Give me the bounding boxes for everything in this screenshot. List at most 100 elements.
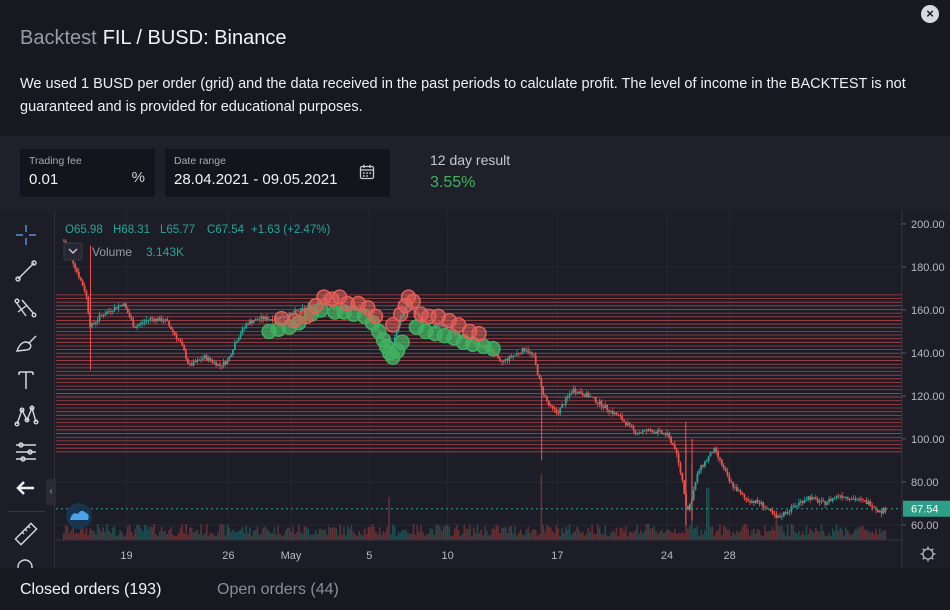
volume-bar	[271, 533, 274, 540]
volume-bar	[87, 535, 90, 540]
volume-bar	[360, 534, 362, 540]
volume-bar	[175, 535, 178, 540]
buy-order-marker	[485, 340, 501, 357]
price-chart[interactable]: 200.00 180.00 160.00 140.00 120.00 100.00 80.0…	[0, 211, 950, 568]
volume-bar	[517, 532, 520, 540]
volume-bar	[792, 524, 795, 540]
volume-bar	[642, 533, 644, 540]
sell-order-marker	[367, 308, 384, 325]
volume-bar	[230, 532, 232, 540]
volume-bar	[254, 530, 257, 540]
candle-body	[880, 510, 883, 514]
volume-bar	[752, 528, 755, 540]
volume-bar	[397, 532, 400, 540]
candle-body	[687, 505, 689, 510]
volume-bar	[798, 531, 800, 540]
trading-fee-field[interactable]: Trading fee 0.01 %	[20, 149, 155, 197]
volume-bar	[651, 527, 654, 540]
candle-body	[767, 508, 770, 510]
tab-open-orders[interactable]: Open orders (44)	[217, 581, 339, 598]
chart-area[interactable]: ‹ 200.00 180.00 160.00 140.00 120.00 100.00 80…	[0, 211, 950, 568]
volume-bar	[538, 533, 541, 540]
text-icon[interactable]	[12, 366, 40, 394]
tab-closed-orders[interactable]: Closed orders (193)	[20, 581, 162, 598]
volume-bar	[709, 527, 712, 540]
fib-tool-icon[interactable]	[12, 294, 40, 322]
candle-body	[878, 510, 881, 513]
volume-bar	[356, 536, 358, 540]
candle-body	[155, 318, 157, 322]
pattern-icon[interactable]	[12, 402, 40, 430]
volume-bar	[751, 530, 753, 540]
volume-bar	[219, 525, 221, 540]
volume-bar	[544, 531, 546, 540]
legend-low: L65.77	[160, 224, 195, 236]
candle-body	[168, 321, 171, 326]
volume-bar	[273, 527, 276, 540]
volume-collapse-button[interactable]	[63, 242, 83, 261]
forecast-icon[interactable]	[12, 438, 40, 466]
candle-body	[83, 285, 86, 291]
volume-bar	[215, 536, 217, 540]
volume-bar	[845, 527, 847, 540]
trading-fee-input[interactable]: 0.01	[29, 171, 59, 188]
candle-body	[132, 320, 135, 328]
toolbar-collapse-button[interactable]: ‹	[46, 479, 56, 505]
volume-bar	[408, 533, 411, 540]
volume-bar	[262, 527, 264, 540]
volume-bar	[264, 526, 266, 540]
x-tick-label: 28	[724, 550, 736, 562]
volume-bar	[474, 532, 477, 540]
candle-body	[121, 305, 124, 307]
volume-bar	[630, 532, 633, 540]
candle-body	[824, 501, 827, 505]
y-tick-label: 140.00	[911, 348, 945, 360]
volume-bar	[593, 533, 595, 540]
back-arrow-icon[interactable]	[12, 474, 40, 502]
volume-bar	[563, 532, 565, 540]
volume-bar	[183, 533, 185, 540]
date-range-input[interactable]: 28.04.2021 - 09.05.2021	[174, 171, 338, 188]
volume-bar	[326, 534, 328, 540]
volume-bar	[94, 534, 97, 540]
close-icon[interactable]: ×	[921, 5, 939, 23]
ruler-icon[interactable]	[12, 520, 40, 548]
volume-bar	[209, 532, 212, 540]
candle-body	[781, 516, 783, 518]
volume-bar	[106, 523, 108, 540]
candle-body	[296, 310, 298, 312]
zoom-icon[interactable]	[12, 554, 40, 568]
settings-gear-icon[interactable]	[920, 546, 936, 562]
volume-bar	[683, 533, 686, 540]
candle-body	[171, 329, 174, 332]
volume-bar	[521, 534, 524, 540]
volume-bar	[617, 535, 620, 540]
tradingview-logo[interactable]	[66, 503, 92, 529]
candle-body	[549, 405, 552, 407]
candle-body	[777, 515, 780, 518]
crosshair-icon[interactable]	[12, 221, 40, 249]
candle-body	[769, 508, 772, 511]
volume-bar	[689, 526, 691, 540]
volume-bar	[66, 526, 69, 540]
trading-fee-label: Trading fee	[29, 155, 82, 167]
volume-bar	[875, 528, 877, 540]
volume-bar	[649, 528, 652, 540]
candle-body	[598, 401, 601, 404]
trend-line-icon[interactable]	[12, 257, 40, 285]
candle-body	[450, 326, 453, 331]
y-tick-label: 200.00	[911, 219, 945, 231]
volume-bar	[645, 524, 648, 540]
calendar-icon[interactable]	[359, 164, 375, 180]
candle-body	[113, 307, 116, 312]
brush-icon[interactable]	[12, 330, 40, 358]
x-tick-label: 26	[222, 550, 234, 562]
volume-bar	[241, 527, 244, 540]
volume-bar	[68, 533, 71, 540]
volume-bar	[425, 534, 428, 540]
volume-bar	[141, 531, 144, 540]
date-range-field[interactable]: Date range 28.04.2021 - 09.05.2021	[165, 149, 390, 197]
candle-body	[213, 361, 216, 363]
volume-bar	[713, 535, 716, 540]
candle-body	[683, 480, 686, 494]
